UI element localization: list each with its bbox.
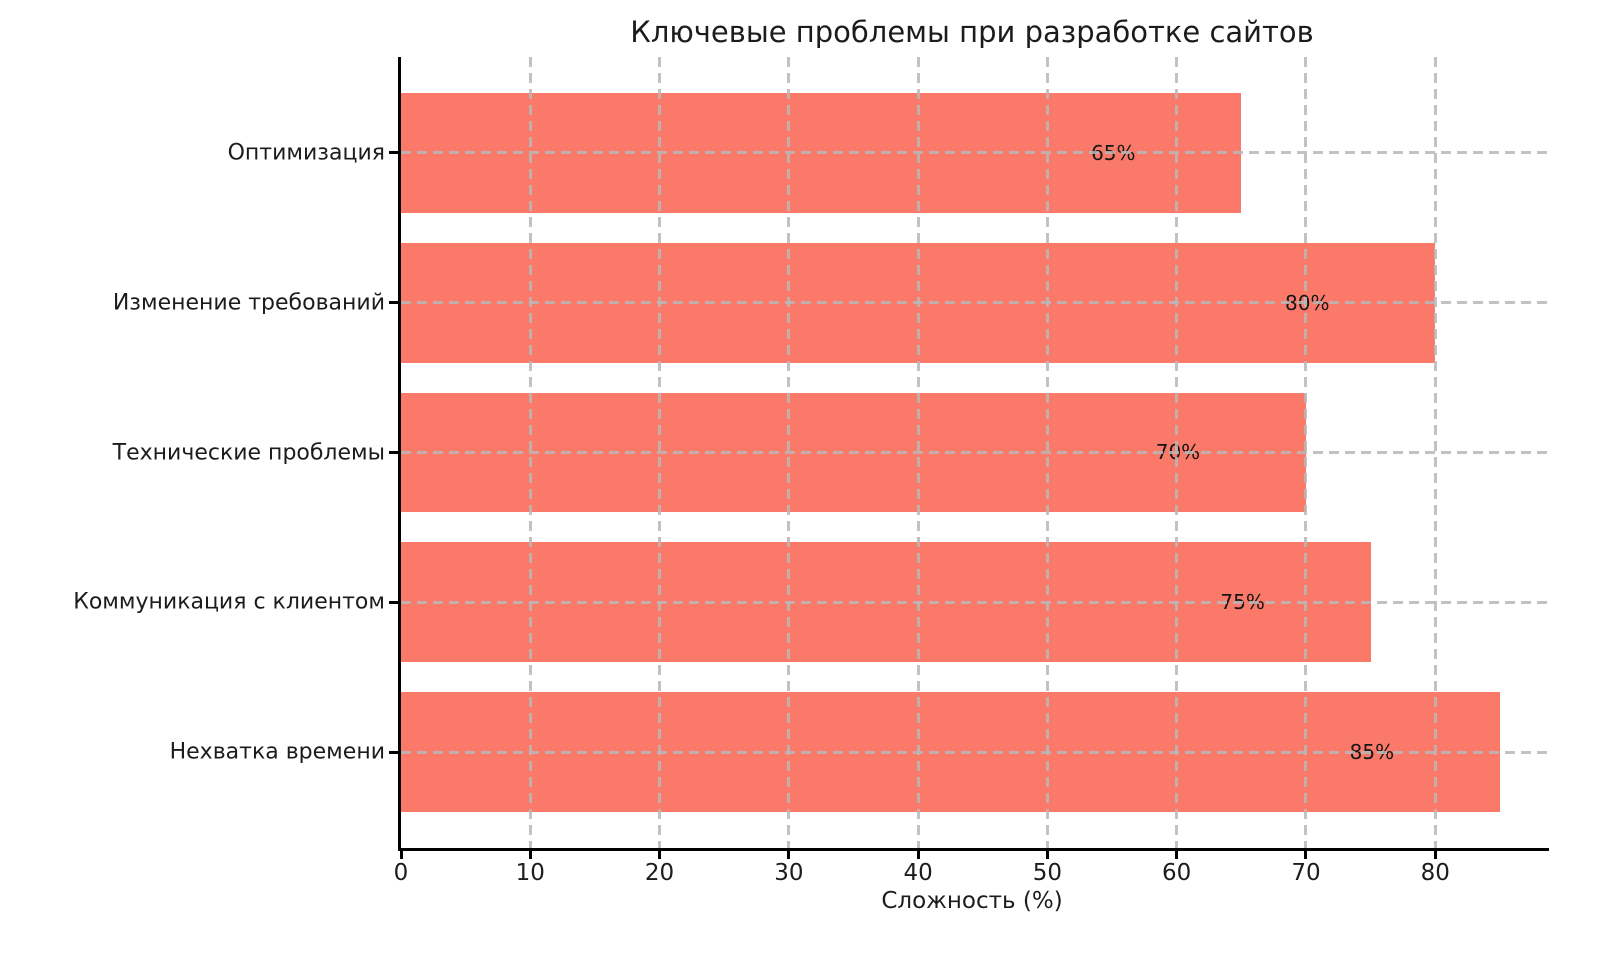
x-tick-label: 50 xyxy=(1032,860,1063,886)
y-tick-label: Нехватка времени xyxy=(169,739,385,765)
bar: 65% xyxy=(401,92,1242,213)
x-tick-mark xyxy=(787,851,791,859)
x-tick-mark xyxy=(916,851,920,859)
x-tick-label: 30 xyxy=(774,860,804,886)
y-tick-label: Изменение требований xyxy=(112,290,385,316)
bar-value-label: 75% xyxy=(1220,590,1265,615)
bar: 70% xyxy=(401,392,1306,513)
bar: 85% xyxy=(401,692,1500,813)
x-tick-mark xyxy=(1175,851,1179,859)
y-tick-mark xyxy=(389,750,398,754)
x-tick-mark xyxy=(1304,851,1308,859)
x-tick-label: 60 xyxy=(1162,860,1192,886)
x-tick-mark xyxy=(658,851,662,859)
x-tick-label: 40 xyxy=(903,860,933,886)
bar-value-label: 70% xyxy=(1155,440,1201,465)
x-tick-label: 0 xyxy=(393,860,409,886)
x-tick-mark xyxy=(528,851,532,859)
bar: 80% xyxy=(401,242,1436,363)
x-tick-label: 10 xyxy=(515,860,545,886)
bar-value-label: 80% xyxy=(1284,290,1330,315)
y-tick-label: Коммуникация с клиентом xyxy=(73,589,385,615)
x-tick-label: 80 xyxy=(1420,860,1450,886)
y-tick-label: Технические проблемы xyxy=(112,440,385,465)
x-tick-label: 20 xyxy=(644,860,675,886)
bar-value-label: 65% xyxy=(1091,140,1136,165)
y-tick-mark xyxy=(389,600,398,604)
chart-title: Ключевые проблемы при разработке сайтов xyxy=(630,15,1314,49)
y-tick-mark xyxy=(389,151,398,155)
bar: 75% xyxy=(401,542,1371,663)
bar-value-label: 85% xyxy=(1349,740,1395,765)
plot-area: 0 10 20 30 40 50 60 70 80 65% Оптимизация 80% Измене… xyxy=(73,57,1549,886)
y-tick-mark xyxy=(389,301,398,305)
x-axis-label: Сложность (%) xyxy=(881,888,1063,914)
x-tick-mark xyxy=(1045,851,1049,859)
y-tick-label: Оптимизация xyxy=(227,140,385,166)
y-tick-mark xyxy=(389,451,398,454)
x-tick-label: 70 xyxy=(1291,860,1321,886)
x-tick-mark xyxy=(399,851,403,859)
x-tick-mark xyxy=(1433,851,1437,859)
